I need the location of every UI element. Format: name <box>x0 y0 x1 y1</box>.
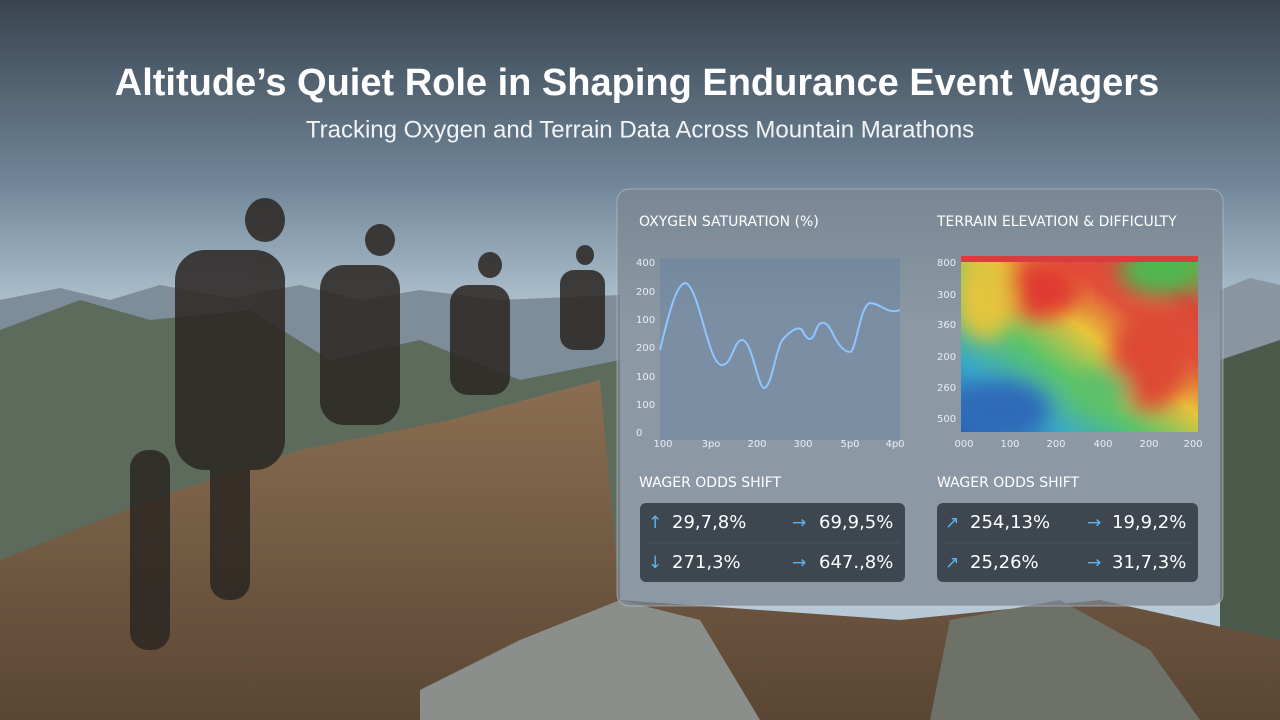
y-labels: 800 300 360 200 260 500 <box>937 258 956 425</box>
odds-value: 271,3% <box>672 552 741 573</box>
odds-icon: ↗ <box>945 553 959 573</box>
odds-icon: ↑ <box>648 513 662 533</box>
odds-icon: → <box>1087 513 1101 533</box>
x-tick-label: 200 <box>1183 439 1202 450</box>
y-tick-label: 800 <box>937 258 956 269</box>
x-tick-label: 3po <box>702 439 721 450</box>
x-tick-label: 300 <box>793 439 812 450</box>
x-tick-label: 100 <box>1000 439 1019 450</box>
y-tick-label: 260 <box>937 383 956 394</box>
y-tick-label: 100 <box>636 315 655 326</box>
y-tick-label: 400 <box>636 258 655 269</box>
x-tick-label: 200 <box>747 439 766 450</box>
y-labels: 400 200 100 200 100 100 0 <box>636 258 655 439</box>
chart-title: TERRAIN ELEVATION & DIFFICULTY <box>936 214 1177 230</box>
odds-value: 647.,8% <box>819 552 893 573</box>
x-tick-label: 4p0 <box>885 439 904 450</box>
x-tick-label: 200 <box>1139 439 1158 450</box>
y-tick-label: 300 <box>937 290 956 301</box>
odds-value: 25,26% <box>970 552 1039 573</box>
x-tick-label: 5p0 <box>840 439 859 450</box>
odds-value: 31,7,3% <box>1112 552 1186 573</box>
oxygen-line <box>659 281 901 390</box>
odds-value: 254,13% <box>970 512 1050 533</box>
y-tick-label: 200 <box>937 352 956 363</box>
odds-value: 69,9,5% <box>819 512 893 533</box>
odds-icon: ↗ <box>945 513 959 533</box>
x-tick-label: 200 <box>1046 439 1065 450</box>
y-tick-label: 0 <box>636 428 642 439</box>
runners <box>130 198 605 650</box>
y-tick-label: 200 <box>636 287 655 298</box>
x-tick-label: 100 <box>653 439 672 450</box>
y-tick-label: 500 <box>937 414 956 425</box>
odds-title: WAGER ODDS SHIFT <box>937 475 1080 491</box>
x-labels: 000 100 200 400 200 200 <box>954 439 1202 450</box>
y-tick-label: 100 <box>636 372 655 383</box>
odds-icon: → <box>1087 553 1101 573</box>
rock-right <box>930 600 1200 720</box>
odds-value: 19,9,2% <box>1112 512 1186 533</box>
rock <box>420 600 760 720</box>
odds-icon: → <box>792 513 806 533</box>
heatmap <box>961 256 1198 432</box>
x-tick-label: 000 <box>954 439 973 450</box>
x-labels: 100 3po 200 300 5p0 4p0 <box>653 439 904 450</box>
y-tick-label: 200 <box>636 343 655 354</box>
odds-title: WAGER ODDS SHIFT <box>639 475 782 491</box>
plot-area <box>660 258 900 440</box>
subtitle: Tracking Oxygen and Terrain Data Across … <box>306 116 974 143</box>
x-tick-label: 400 <box>1093 439 1112 450</box>
title: Altitude’s Quiet Role in Shaping Enduran… <box>115 62 1159 104</box>
odds-icon: ↓ <box>648 553 662 573</box>
odds-icon: → <box>792 553 806 573</box>
y-tick-label: 360 <box>937 320 956 331</box>
mid-mountains-right <box>1220 340 1280 720</box>
chart-title: OXYGEN SATURATION (%) <box>639 214 819 230</box>
odds-value: 29,7,8% <box>672 512 746 533</box>
y-tick-label: 100 <box>636 400 655 411</box>
